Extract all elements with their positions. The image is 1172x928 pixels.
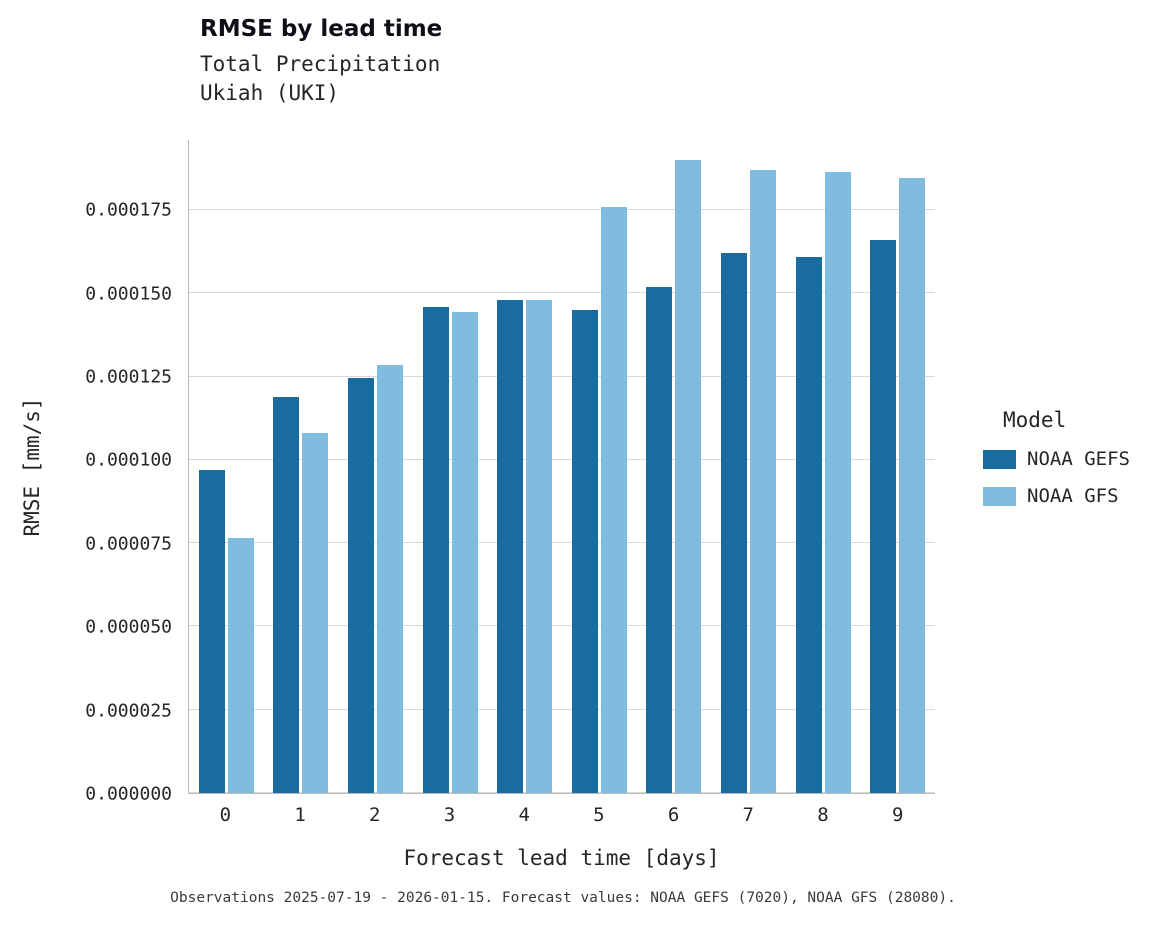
caption: Observations 2025-07-19 - 2026-01-15. Fo… xyxy=(170,890,956,906)
x-tick-label: 4 xyxy=(518,804,530,826)
bar-noaa-gfs xyxy=(749,169,776,793)
y-tick-label: 0.000175 xyxy=(85,199,172,221)
y-tick-label: 0.000025 xyxy=(85,700,172,722)
x-tick-label: 2 xyxy=(369,804,381,826)
x-axis-ticks: 0 1 2 3 4 5 6 7 8 9 xyxy=(188,804,935,826)
bar-groups xyxy=(189,140,935,793)
y-axis-label: RMSE [mm/s] xyxy=(20,397,44,537)
bar-noaa-gefs xyxy=(646,286,673,793)
gridline xyxy=(189,208,935,210)
bar-noaa-gefs xyxy=(198,469,225,793)
bar-group xyxy=(711,140,786,793)
legend-entry: NOAA GFS xyxy=(983,485,1130,507)
bar-group xyxy=(860,140,935,793)
x-tick-label: 3 xyxy=(443,804,456,826)
gridline xyxy=(189,625,935,627)
y-tick-label: 0.000100 xyxy=(85,449,172,471)
x-axis-label: Forecast lead time [days] xyxy=(403,846,720,870)
gridlines xyxy=(189,140,935,793)
bar-noaa-gfs xyxy=(824,171,851,793)
chart-header: RMSE by lead time Total Precipitation Uk… xyxy=(200,16,442,108)
legend-label: NOAA GEFS xyxy=(1027,448,1130,470)
gridline xyxy=(189,542,935,544)
legend-entry: NOAA GEFS xyxy=(983,448,1130,470)
bar-noaa-gefs xyxy=(720,253,747,793)
bar-noaa-gfs xyxy=(451,311,478,793)
y-tick-label: 0.000000 xyxy=(85,783,172,805)
bar-group xyxy=(487,140,562,793)
bar-group xyxy=(338,140,413,793)
bar-noaa-gefs xyxy=(422,306,449,793)
gridline xyxy=(189,292,935,294)
y-tick-label: 0.000075 xyxy=(85,533,172,555)
bar-group xyxy=(413,140,488,793)
x-tick-label: 7 xyxy=(742,804,754,826)
legend-entries: NOAA GEFS NOAA GFS xyxy=(983,448,1130,507)
chart-subtitle-line-2: Ukiah (UKI) xyxy=(200,81,340,105)
bar-noaa-gefs xyxy=(497,299,524,793)
bar-noaa-gefs xyxy=(870,239,897,793)
bar-noaa-gfs xyxy=(526,299,553,793)
legend-label: NOAA GFS xyxy=(1027,485,1119,507)
y-tick-label: 0.000150 xyxy=(85,283,172,304)
legend-swatch xyxy=(983,449,1016,469)
bar-noaa-gefs xyxy=(273,396,300,793)
legend-title: Model xyxy=(1003,408,1067,432)
gridline xyxy=(189,792,935,793)
bar-group xyxy=(786,140,861,793)
bar-noaa-gfs xyxy=(227,538,254,793)
legend-swatch xyxy=(983,486,1016,506)
y-tick-label: 0.000125 xyxy=(85,366,172,388)
gridline xyxy=(189,458,935,460)
plot-area xyxy=(188,140,935,794)
bar-noaa-gfs xyxy=(376,364,403,793)
gridline xyxy=(189,375,935,377)
y-axis-ticks: 0.000000 0.000025 0.000050 0.000075 0.000100… xyxy=(56,140,172,805)
bar-noaa-gefs xyxy=(347,378,374,793)
bar-noaa-gfs xyxy=(675,159,702,793)
x-tick-label: 5 xyxy=(593,804,605,826)
x-tick-label: 9 xyxy=(891,804,904,826)
x-tick-label: 8 xyxy=(817,804,829,826)
x-tick-label: 1 xyxy=(294,804,306,826)
bar-noaa-gfs xyxy=(899,178,926,793)
chart-title: RMSE by lead time xyxy=(200,16,443,42)
chart-subtitle-line-1: Total Precipitation xyxy=(200,52,441,76)
bar-group xyxy=(189,140,264,793)
bar-group xyxy=(562,140,637,793)
legend: Model NOAA GEFS NOAA GFS xyxy=(983,408,1130,522)
gridline xyxy=(189,708,935,710)
bar-group xyxy=(637,140,712,793)
x-tick-label: 0 xyxy=(219,804,232,826)
bar-noaa-gefs xyxy=(571,309,598,793)
bar-group xyxy=(264,140,339,793)
bar-noaa-gefs xyxy=(795,256,822,793)
y-tick-label: 0.000050 xyxy=(85,616,172,638)
x-tick-label: 6 xyxy=(667,804,680,826)
bar-noaa-gfs xyxy=(600,206,627,793)
bar-noaa-gfs xyxy=(302,433,329,793)
